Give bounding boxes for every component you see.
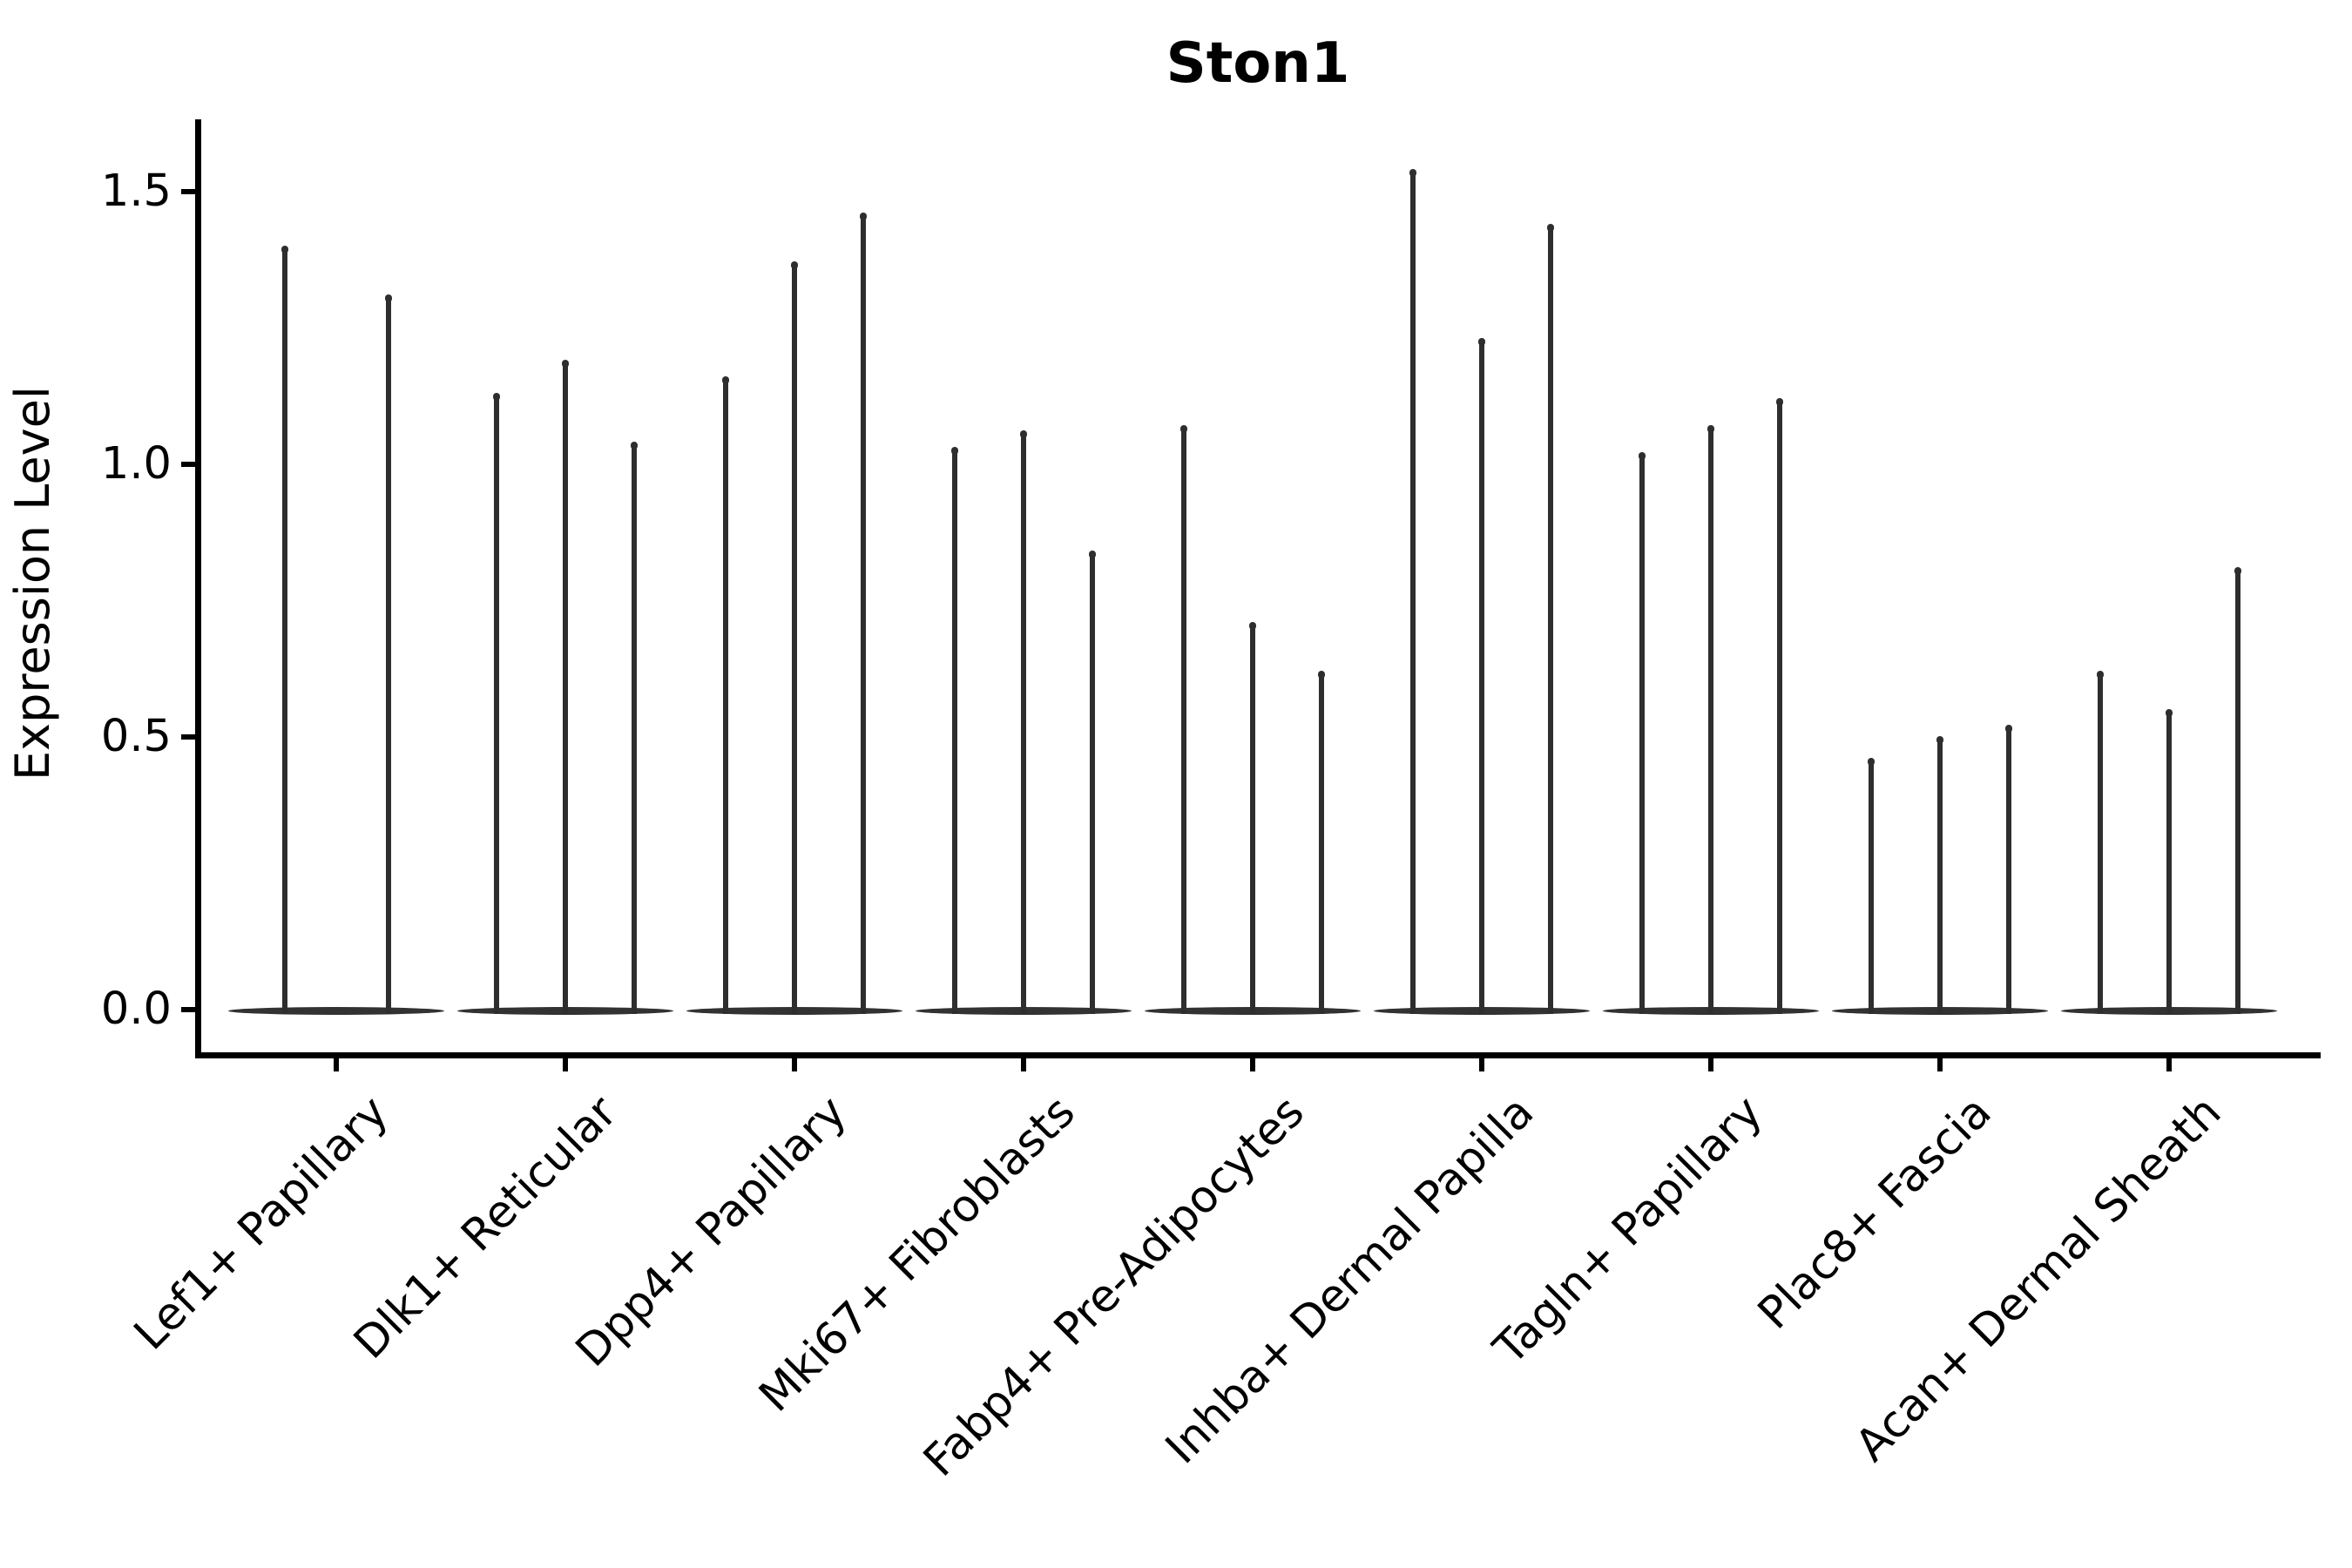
- violin-spike: [1319, 672, 1324, 1014]
- violin-spike-cap: [562, 360, 569, 368]
- violin-spike: [1479, 339, 1484, 1014]
- violin-spike: [2235, 568, 2240, 1014]
- violin-spike: [1250, 623, 1255, 1014]
- violin-spike: [2098, 672, 2103, 1014]
- violin-spike-cap: [2234, 567, 2241, 575]
- x-tick-mark: [563, 1058, 568, 1071]
- y-tick-mark: [181, 189, 199, 194]
- violin-spike: [494, 394, 499, 1014]
- x-tick-mark: [1250, 1058, 1255, 1071]
- violin-spike: [281, 247, 287, 1014]
- violin-spike-cap: [1318, 671, 1325, 679]
- violin-spike-cap: [1707, 425, 1714, 433]
- y-tick-label: 0.5: [100, 711, 172, 762]
- x-tick-mark: [1021, 1058, 1026, 1071]
- violin-spike-cap: [1547, 224, 1554, 232]
- violin-spike-cap: [722, 376, 729, 384]
- violin-spike: [1869, 759, 1874, 1014]
- violin-spike: [2006, 726, 2011, 1014]
- violin-spike: [563, 361, 568, 1014]
- y-tick-mark: [181, 734, 199, 740]
- y-axis-spine: [195, 119, 201, 1058]
- violin-spike: [1937, 737, 1943, 1014]
- violin-spike: [1181, 426, 1186, 1014]
- y-tick-mark: [181, 1007, 199, 1012]
- violin-spike: [1777, 399, 1782, 1014]
- x-axis-spine: [195, 1052, 2321, 1058]
- x-tick-mark: [334, 1058, 339, 1071]
- violin-spike: [385, 295, 391, 1014]
- violin-spike-cap: [631, 442, 638, 449]
- violin-spike-cap: [1020, 430, 1027, 438]
- chart-title: Ston1: [1166, 31, 1350, 96]
- y-tick-label: 0.0: [100, 983, 172, 1035]
- x-tick-mark: [1479, 1058, 1484, 1071]
- x-tick-label: Fabp4+ Pre-Adipocytes: [914, 1086, 1315, 1487]
- y-tick-label: 1.5: [100, 166, 172, 217]
- x-tick-label: Plac8+ Fascia: [1748, 1086, 2003, 1340]
- violin-spike-cap: [2005, 725, 2012, 733]
- violin-spike-cap: [791, 261, 798, 269]
- violin-spike: [1410, 170, 1416, 1014]
- violin-base: [228, 1007, 444, 1015]
- violin-spike: [1021, 431, 1026, 1014]
- violin-spike: [2166, 710, 2172, 1014]
- violin-spike: [861, 213, 866, 1014]
- x-tick-mark: [1708, 1058, 1713, 1071]
- violin-spike-cap: [1639, 452, 1646, 460]
- violin-spike-cap: [1936, 736, 1943, 744]
- violin-spike: [1090, 551, 1095, 1014]
- violin-spike: [792, 262, 797, 1014]
- violin-spike: [952, 448, 957, 1014]
- violin-spike: [1639, 453, 1645, 1014]
- violin-spike: [1708, 426, 1713, 1014]
- x-tick-mark: [792, 1058, 797, 1071]
- y-tick-mark: [181, 462, 199, 467]
- violin-spike-cap: [951, 447, 958, 455]
- x-tick-mark: [1937, 1058, 1943, 1071]
- violin-spike-cap: [493, 393, 500, 401]
- x-tick-label: Inhba+ Dermal Papilla: [1156, 1086, 1544, 1475]
- violin-spike-cap: [2166, 709, 2173, 717]
- violin-spike-cap: [1089, 551, 1096, 558]
- violin-spike-cap: [1478, 338, 1485, 346]
- violin-spike-cap: [1776, 398, 1783, 406]
- violin-spike: [632, 443, 637, 1014]
- violin-spike-cap: [1868, 758, 1875, 766]
- violin-spike-cap: [1409, 169, 1416, 177]
- violin-spike-cap: [1249, 622, 1256, 630]
- violin-spike: [723, 377, 728, 1014]
- x-tick-mark: [2166, 1058, 2172, 1071]
- x-tick-label: Acan+ Dermal Sheath: [1845, 1086, 2232, 1472]
- violin-spike-cap: [2097, 671, 2104, 679]
- violin-spike-cap: [860, 213, 867, 220]
- violin-spike-cap: [1180, 425, 1187, 433]
- violin-spike-cap: [280, 246, 288, 253]
- violin-spike: [1548, 225, 1553, 1014]
- y-tick-label: 1.0: [100, 438, 172, 490]
- violin-spike-cap: [384, 294, 392, 302]
